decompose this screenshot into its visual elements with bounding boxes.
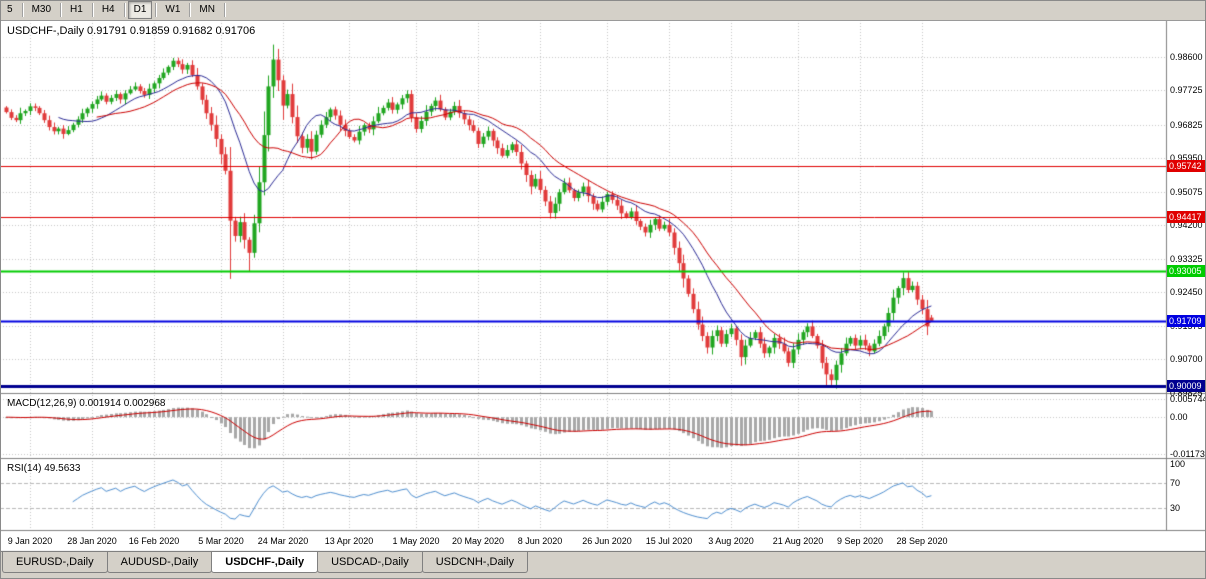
timeframe-button-h4[interactable]: H4 [101, 4, 115, 15]
tab-audusd-daily[interactable]: AUDUSD-,Daily [106, 552, 213, 573]
toolbar-separator [189, 3, 191, 17]
timeframe-button-5[interactable]: 5 [7, 4, 13, 15]
pane-splitter-rsi[interactable] [0, 457, 1206, 461]
toolbar-separator [155, 3, 157, 17]
pane-splitter-macd[interactable] [0, 392, 1206, 396]
timeframe-button-m30[interactable]: M30 [31, 4, 52, 15]
price-scale[interactable] [1167, 20, 1206, 531]
toolbar-separator [223, 3, 225, 17]
tab-eurusd-daily[interactable]: EURUSD-,Daily [2, 552, 108, 573]
timeframe-button-mn[interactable]: MN [199, 4, 215, 15]
toolbar-separator [91, 3, 93, 17]
timeframe-button-h1[interactable]: H1 [70, 4, 83, 15]
timeframe-toolbar: 5 M30 H1 H4 D1 W1 MN [0, 0, 1206, 21]
tab-usdcad-daily[interactable]: USDCAD-,Daily [317, 552, 423, 573]
time-scale[interactable] [0, 531, 1166, 551]
timeframe-button-d1[interactable]: D1 [127, 1, 153, 19]
chart-tabs: EURUSD-,Daily AUDUSD-,Daily USDCHF-,Daily U… [0, 551, 1206, 579]
tab-usdchf-daily[interactable]: USDCHF-,Daily [211, 552, 319, 573]
toolbar-separator [21, 3, 23, 17]
toolbar-separator [60, 3, 62, 17]
tab-usdcnh-daily[interactable]: USDCNH-,Daily [421, 552, 528, 573]
timeframe-button-w1[interactable]: W1 [165, 4, 181, 15]
toolbar-separator [123, 3, 125, 17]
